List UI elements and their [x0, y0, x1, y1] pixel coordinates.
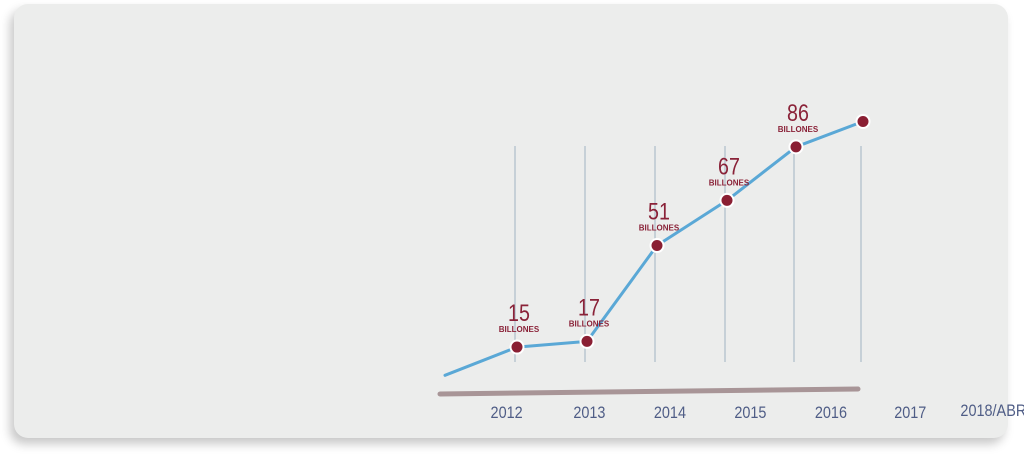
year-label-2012: 2012 — [491, 404, 523, 422]
value-label: 15 — [508, 299, 530, 326]
value-label: 67 — [718, 153, 740, 180]
gridlines — [514, 146, 862, 362]
unit-label: BILLONES — [499, 325, 540, 334]
value-labels: 15BILLONES17BILLONES51BILLONES67BILLONES… — [499, 99, 819, 334]
unit-label: BILLONES — [639, 224, 680, 233]
data-point-2018-abril — [855, 113, 871, 129]
chart-card — [14, 4, 1008, 438]
x-axis-baseline — [437, 386, 861, 397]
data-point-2017 — [788, 139, 804, 155]
data-point-2014 — [579, 333, 595, 349]
year-label-2015: 2015 — [734, 404, 766, 422]
value-label: 51 — [648, 198, 670, 225]
unit-label: BILLONES — [778, 125, 819, 134]
year-labels: 2012 2013 2014 2015 2016 2017 2018/ABRIL — [491, 402, 1024, 422]
unit-label: BILLONES — [569, 319, 610, 328]
data-point-2013 — [509, 339, 525, 355]
year-label-2014: 2014 — [654, 404, 686, 422]
data-point-2016 — [719, 192, 735, 208]
year-label-2018-abril: 2018/ABRIL — [960, 402, 1024, 420]
unit-label: BILLONES — [709, 178, 750, 187]
year-label-2016: 2016 — [815, 404, 847, 422]
value-label: 17 — [578, 294, 600, 321]
year-label-2013: 2013 — [573, 404, 605, 422]
markers — [509, 113, 871, 355]
value-label: 86 — [787, 99, 809, 126]
year-label-2017: 2017 — [894, 404, 926, 422]
data-point-2015 — [649, 238, 665, 254]
